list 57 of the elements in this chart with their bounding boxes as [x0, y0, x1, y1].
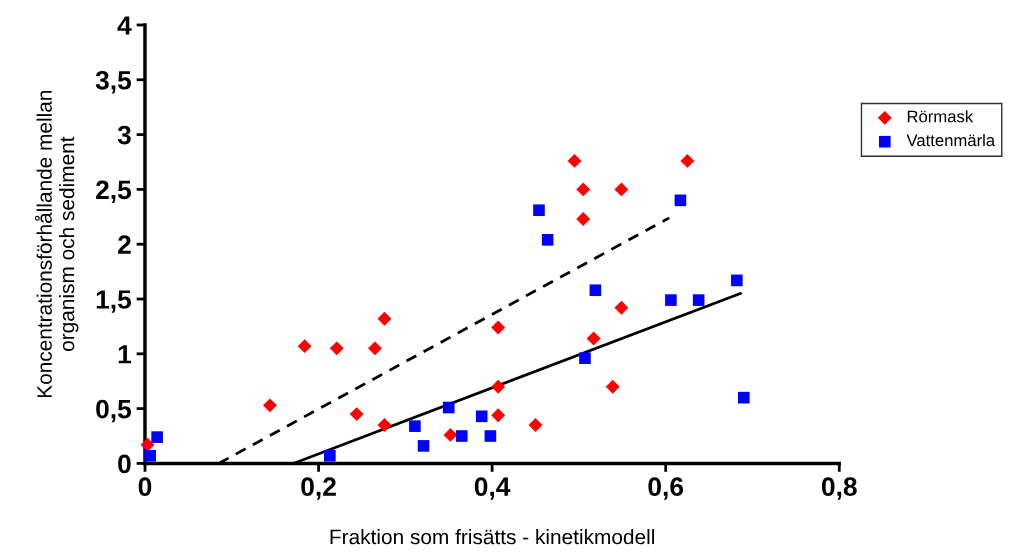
point — [417, 440, 430, 452]
point — [541, 234, 554, 246]
x-tick-label: 0,2 — [301, 477, 336, 500]
point — [528, 418, 543, 433]
x-tick-label: 0,4 — [474, 477, 511, 500]
y-tick-label: 0 — [118, 454, 131, 474]
point — [263, 398, 277, 413]
point — [329, 341, 344, 356]
y-tick-label: 3 — [117, 125, 131, 145]
point — [692, 294, 705, 306]
point — [567, 153, 582, 168]
point — [533, 204, 545, 217]
point — [324, 449, 336, 462]
point — [443, 427, 458, 442]
point — [368, 341, 382, 356]
point — [475, 410, 488, 423]
point — [731, 274, 743, 287]
y-axis-title: Koncentrationsförhållande mellan organism och sediment — [34, 90, 79, 398]
y-tick-label: 2 — [118, 235, 131, 254]
x-axis-title: Fraktion som frisätts - kinetikmodell — [330, 529, 654, 545]
point — [586, 331, 601, 346]
point — [151, 431, 163, 443]
point — [491, 379, 506, 394]
point — [377, 418, 392, 433]
legend-label: Vattenmärla — [906, 134, 996, 147]
point — [737, 391, 750, 404]
point — [297, 339, 312, 354]
point — [674, 194, 687, 207]
legend-label: Rörmask — [907, 110, 974, 123]
y-tick-label: 1,5 — [96, 290, 132, 313]
point — [589, 284, 602, 297]
point — [377, 311, 392, 326]
y-tick-label: 4 — [117, 16, 132, 35]
point — [349, 407, 364, 422]
point — [442, 401, 455, 414]
point — [484, 430, 497, 442]
point — [614, 300, 629, 315]
point — [665, 294, 677, 306]
x-tick-label: 0,8 — [821, 477, 857, 500]
point — [491, 320, 506, 335]
point — [576, 182, 591, 197]
y-tick-label: 2,5 — [96, 180, 132, 204]
x-tick-label: 0,6 — [648, 477, 684, 500]
y-tick-label: 0,5 — [96, 399, 132, 423]
point — [614, 182, 629, 197]
point — [140, 437, 155, 452]
y-tick-label: 3,5 — [95, 70, 132, 94]
point — [576, 212, 591, 226]
x-tick-label: 0 — [138, 477, 152, 496]
point — [491, 408, 506, 423]
point — [605, 379, 620, 394]
point — [455, 430, 468, 442]
point — [409, 420, 421, 432]
y-tick-label: 1 — [118, 345, 132, 364]
point — [144, 449, 156, 462]
point — [680, 153, 695, 168]
point — [579, 352, 591, 365]
